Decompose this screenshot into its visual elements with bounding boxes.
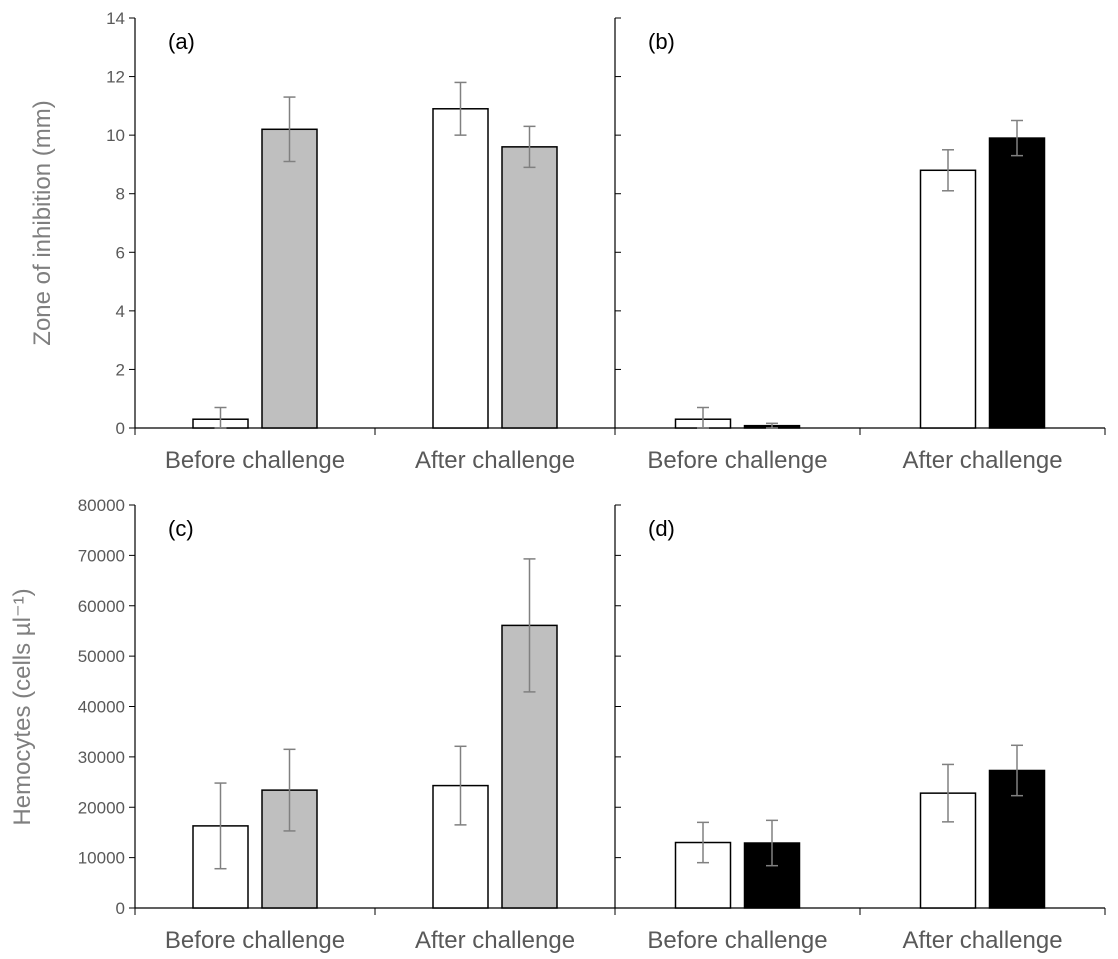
- y-tick-label: 40000: [78, 698, 125, 717]
- y-tick-label: 10: [106, 126, 125, 145]
- chart-panels: 0 2 4 6 8 10 12 14 Before challenge After challen…: [78, 9, 1106, 954]
- bar: [501, 146, 558, 429]
- y-tick-label: 70000: [78, 546, 125, 565]
- y-tick-label: 60000: [78, 597, 125, 616]
- x-category-label: Before challenge: [647, 927, 827, 954]
- panel-label: (d): [648, 516, 675, 541]
- y-tick-label: 80000: [78, 496, 125, 515]
- y-axis-label-top: Zone of inhibition (mm): [29, 100, 56, 345]
- bar: [919, 169, 977, 429]
- x-category-label: Before challenge: [647, 447, 827, 474]
- x-category-label: Before challenge: [165, 447, 345, 474]
- panel-label: (a): [168, 29, 195, 54]
- bar: [432, 108, 489, 429]
- panel-label: (c): [168, 516, 194, 541]
- bar: [261, 128, 318, 429]
- y-tick-label: 10000: [78, 849, 125, 868]
- y-tick-label: 2: [116, 360, 125, 379]
- y-tick-label: 14: [106, 9, 125, 28]
- y-tick-label: 30000: [78, 748, 125, 767]
- bar: [988, 137, 1046, 429]
- x-category-label: After challenge: [902, 927, 1062, 954]
- y-tick-label: 20000: [78, 798, 125, 817]
- y-tick-label: 0: [116, 899, 125, 918]
- x-category-label: After challenge: [415, 447, 575, 474]
- y-tick-label: 4: [116, 302, 125, 321]
- y-tick-label: 50000: [78, 647, 125, 666]
- y-tick-label: 0: [116, 419, 125, 438]
- y-tick-label: 8: [116, 185, 125, 204]
- x-category-label: After challenge: [902, 447, 1062, 474]
- y-tick-label: 12: [106, 68, 125, 87]
- x-category-label: After challenge: [415, 927, 575, 954]
- y-tick-label: 6: [116, 243, 125, 262]
- x-category-label: Before challenge: [165, 927, 345, 954]
- y-axis-label-bottom: Hemocytes (cells µl⁻¹): [9, 588, 36, 825]
- panel-label: (b): [648, 29, 675, 54]
